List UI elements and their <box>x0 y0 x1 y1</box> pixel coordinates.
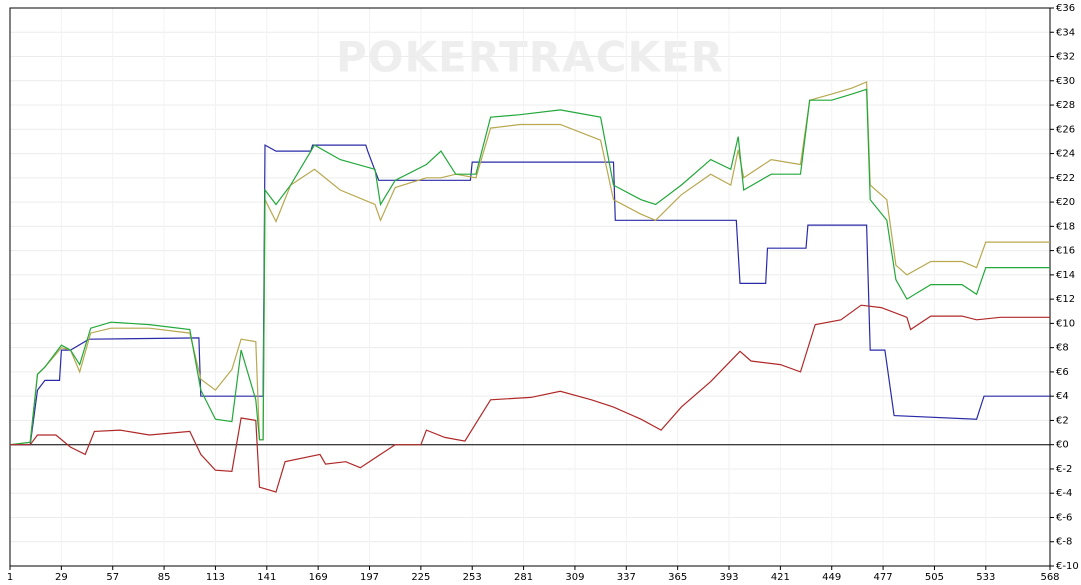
y-tick-label: €26 <box>1056 124 1075 135</box>
x-tick-label: 533 <box>976 572 995 583</box>
x-tick-label: 477 <box>874 572 893 583</box>
y-tick-label: €-2 <box>1056 464 1072 475</box>
y-tick-label: €14 <box>1056 270 1075 281</box>
x-tick-label: 169 <box>309 572 328 583</box>
y-tick-label: €24 <box>1056 149 1075 160</box>
x-tick-label: 197 <box>360 572 379 583</box>
x-tick-label: 309 <box>565 572 584 583</box>
y-tick-label: €28 <box>1056 100 1075 111</box>
y-tick-label: €6 <box>1056 367 1069 378</box>
y-tick-label: €-8 <box>1056 537 1072 548</box>
series-line <box>10 304 1050 493</box>
x-tick-label: 281 <box>514 572 533 583</box>
y-tick-label: €34 <box>1056 27 1075 38</box>
x-tick-label: 337 <box>617 572 636 583</box>
x-tick-label: 253 <box>463 572 482 583</box>
y-tick-label: €30 <box>1056 76 1075 87</box>
y-tick-label: €10 <box>1056 318 1075 329</box>
series-line <box>9 88 1050 446</box>
y-tick-label: €-6 <box>1056 512 1072 523</box>
y-tick-label: €2 <box>1056 415 1069 426</box>
x-tick-label: 365 <box>668 572 687 583</box>
y-tick-label: €-4 <box>1056 488 1072 499</box>
x-tick-label: 449 <box>822 572 841 583</box>
x-tick-label: 113 <box>206 572 225 583</box>
x-tick-label: 421 <box>771 572 790 583</box>
y-tick-label: €12 <box>1056 294 1075 305</box>
x-tick-label: 568 <box>1040 572 1059 583</box>
plot-border <box>9 7 1051 567</box>
y-tick-label: €36 <box>1056 3 1075 14</box>
x-tick-label: 57 <box>106 572 119 583</box>
x-tick-label: 85 <box>158 572 171 583</box>
x-tick-label: 225 <box>411 572 430 583</box>
y-tick-label: €-10 <box>1056 561 1079 572</box>
series-line <box>10 144 1050 446</box>
y-tick-label: €32 <box>1056 52 1075 63</box>
x-tick-label: 29 <box>55 572 68 583</box>
y-tick-label: €22 <box>1056 173 1075 184</box>
x-tick-label: 393 <box>719 572 738 583</box>
x-tick-label: 141 <box>257 572 276 583</box>
x-tick-label: 1 <box>7 572 13 583</box>
y-tick-label: €0 <box>1056 440 1069 451</box>
y-tick-label: €18 <box>1056 221 1075 232</box>
y-tick-label: €20 <box>1056 197 1075 208</box>
y-tick-label: €16 <box>1056 246 1075 257</box>
x-tick-label: 505 <box>925 572 944 583</box>
y-tick-label: €8 <box>1056 343 1069 354</box>
y-tick-label: €4 <box>1056 391 1069 402</box>
